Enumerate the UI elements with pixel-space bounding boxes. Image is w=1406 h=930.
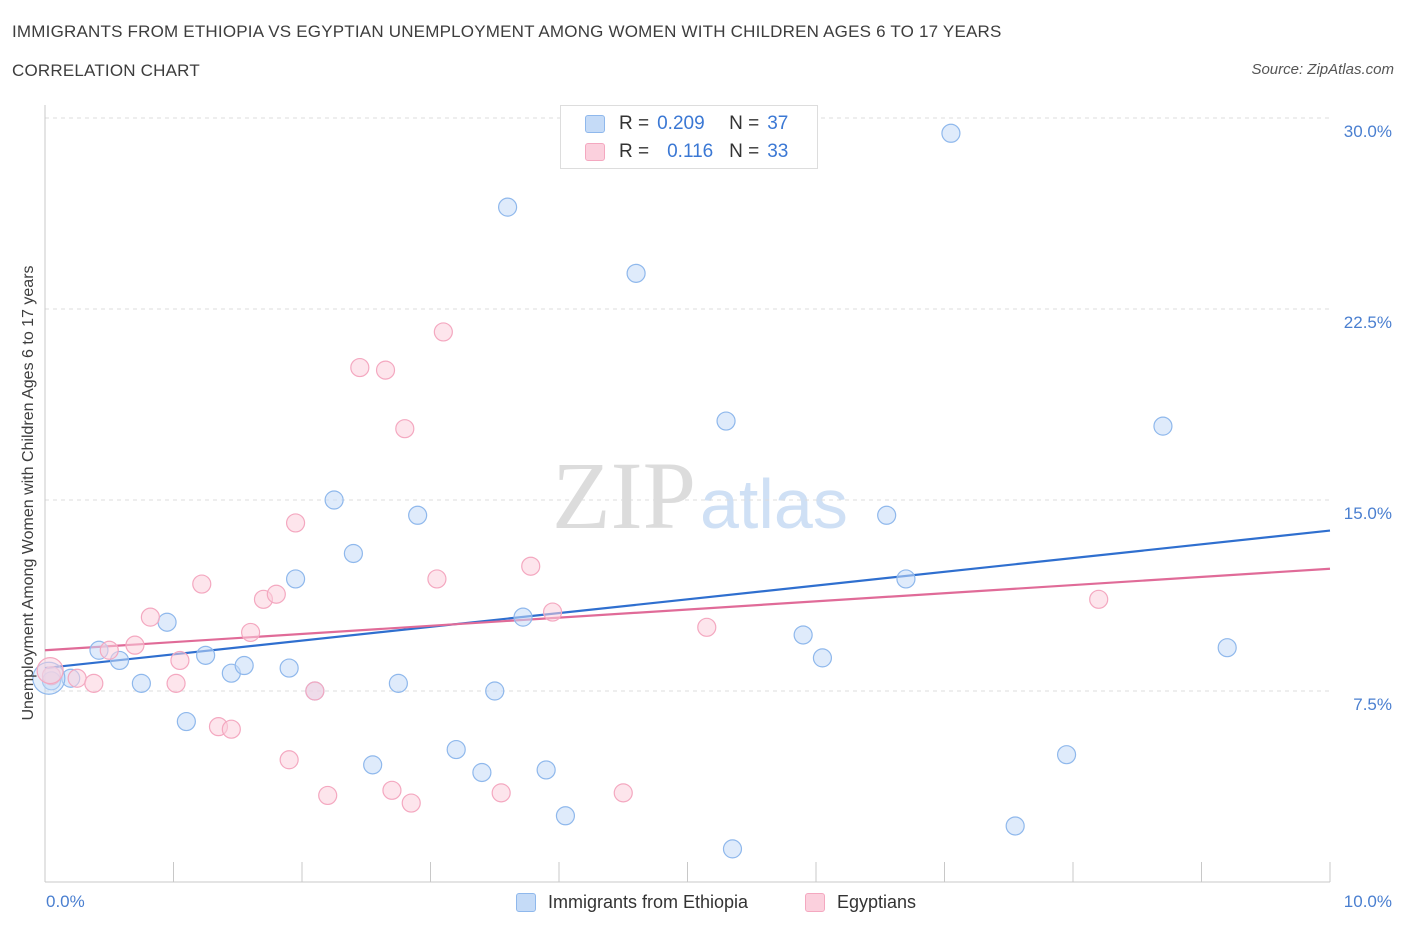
y-tick-label: 15.0% (1344, 504, 1392, 523)
bottom-legend-ethiopia: Immigrants from Ethiopia (516, 890, 748, 914)
axes (44, 105, 1331, 883)
egyptian-point (542, 602, 563, 622)
ethiopia-point (176, 711, 196, 732)
egyptian-point (170, 650, 190, 671)
legend-r-label: R = (619, 141, 650, 162)
ethiopia-point (793, 625, 813, 645)
ethiopia-point (722, 839, 743, 859)
egyptian-point (697, 617, 717, 637)
egyptian-point (279, 750, 299, 770)
bottom-legend-label-egyptians: Egyptians (837, 891, 917, 912)
chart-subtitle: CORRELATION CHART (12, 61, 200, 80)
egyptian-point (67, 668, 87, 688)
watermark-atlas: atlas (700, 465, 848, 543)
legend-r-label: R = (619, 113, 650, 134)
egyptian-point (221, 719, 241, 739)
egyptian-point (350, 357, 370, 378)
ethiopia-point (555, 806, 576, 826)
egyptian-point (521, 556, 541, 576)
ethiopia-point (1005, 816, 1025, 836)
ethiopia-point (285, 569, 306, 589)
legend-swatch-egyptians (585, 143, 605, 161)
ethiopia-point (485, 681, 505, 701)
legend-row-egyptians: R = 0.116 N = 33 (585, 140, 788, 164)
egyptian-point (266, 584, 286, 604)
egyptian-point (166, 673, 186, 693)
ethiopia-point (388, 673, 408, 693)
bottom-legend-egyptians: Egyptians (805, 890, 916, 914)
ethiopia-point (196, 645, 216, 665)
egyptian-point-cluster (36, 657, 64, 685)
ethiopia-point (472, 762, 492, 783)
ethiopia-point (812, 648, 833, 668)
ethiopia-point (1153, 416, 1173, 436)
egyptian-point (613, 783, 633, 803)
ethiopia-point (343, 543, 363, 564)
y-tick-label: 22.5% (1344, 313, 1392, 332)
correlation-legend: R = 0.209 N = 37 R = 0.116 N = 33 (560, 105, 818, 169)
egyptian-point (192, 574, 212, 594)
ethiopia-point (157, 612, 177, 632)
legend-swatch-ethiopia (585, 115, 605, 133)
legend-r-value: 0.116 (667, 141, 714, 162)
egyptian-point (1089, 589, 1109, 609)
y-tick-label: 30.0% (1344, 122, 1392, 141)
x-tick-label: 10.0% (1344, 892, 1392, 911)
egyptian-point (491, 783, 511, 803)
legend-n-label: N = (729, 113, 760, 134)
egyptian-point (401, 793, 421, 813)
ethiopia-point (324, 490, 344, 510)
trend-lines (44, 529, 1331, 670)
ethiopia-point (446, 739, 466, 760)
legend-n-value: 37 (767, 113, 789, 134)
egyptian-point (305, 681, 325, 701)
ethiopia-point (626, 263, 646, 283)
egyptian-point (318, 785, 338, 806)
egyptian-point (427, 569, 447, 589)
ethiopia-point (716, 411, 736, 431)
ethiopia-trend-line (44, 529, 1331, 670)
ethiopia-point (536, 760, 556, 780)
ethiopia-point (941, 123, 961, 143)
egyptian-point (140, 607, 160, 627)
grid-lines (45, 117, 1330, 692)
legend-n-label: N = (729, 141, 760, 162)
ethiopia-point (896, 569, 916, 589)
source-label: Source: ZipAtlas.com (1251, 61, 1394, 78)
legend-n-value: 33 (767, 141, 789, 162)
ethiopia-point (498, 197, 518, 217)
ethiopia-point (131, 673, 151, 693)
egyptian-point (241, 622, 261, 643)
ethiopia-point (1217, 638, 1237, 658)
egyptian-point (375, 360, 396, 380)
egyptian-point (84, 673, 104, 693)
watermark-zip: ZIP (552, 442, 696, 549)
watermark: ZIPatlas (552, 440, 848, 551)
bottom-legend-swatch-ethiopia (516, 892, 536, 912)
ethiopia-point (279, 658, 299, 678)
y-axis-title: Unemployment Among Women with Children A… (20, 265, 37, 720)
egyptian-point (285, 513, 306, 533)
ethiopia-point (1056, 745, 1077, 765)
ethiopia-point (408, 505, 428, 525)
ethiopia-point (877, 505, 897, 525)
bottom-legend-label-ethiopia: Immigrants from Ethiopia (548, 891, 749, 912)
ethiopia-point (234, 655, 254, 676)
ethiopia-point (513, 607, 533, 627)
legend-row-ethiopia: R = 0.209 N = 37 (585, 112, 788, 136)
bottom-legend-swatch-egyptians (805, 892, 825, 912)
egyptian-point (395, 419, 415, 439)
ethiopia-point (363, 755, 383, 775)
egyptian-point (382, 780, 402, 800)
egyptian-point (125, 635, 145, 655)
chart-title: IMMIGRANTS FROM ETHIOPIA VS EGYPTIAN UNE… (12, 22, 1002, 41)
egyptian-point (99, 640, 119, 660)
y-tick-label: 7.5% (1353, 695, 1392, 714)
egyptian-trend-line (44, 567, 1331, 652)
egyptian-point (433, 322, 453, 342)
legend-r-value: 0.209 (657, 113, 705, 134)
x-tick-label: 0.0% (46, 892, 85, 911)
tick-labels: 7.5% 15.0% 22.5% 30.0% 0.0% 10.0% (46, 122, 1392, 911)
data-points (32, 123, 1237, 859)
